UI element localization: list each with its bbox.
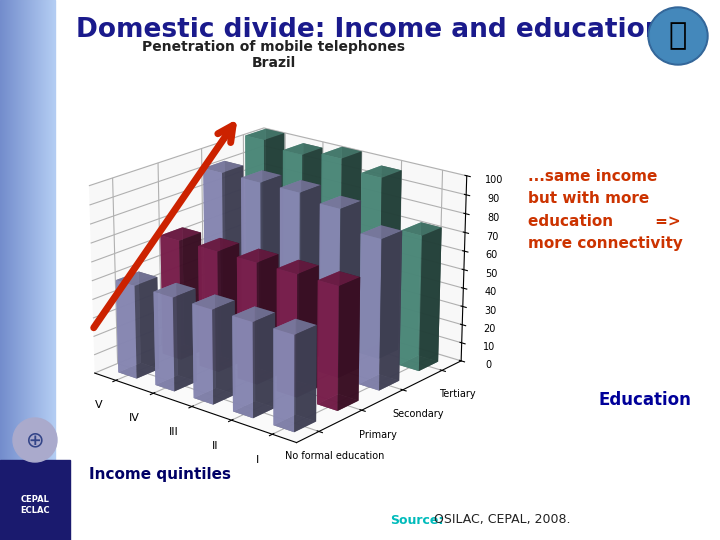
Title: Penetration of mobile telephones
Brazil: Penetration of mobile telephones Brazil	[142, 40, 405, 70]
Bar	[32, 0, 33, 540]
Bar	[41, 0, 42, 540]
Bar	[44, 0, 45, 540]
Bar	[30, 0, 31, 540]
Bar	[11, 0, 12, 540]
Text: Education: Education	[598, 391, 691, 409]
Bar	[34, 0, 35, 540]
Bar	[27, 0, 28, 540]
Bar	[16, 0, 17, 540]
Bar	[35, 0, 36, 540]
Bar	[52, 0, 53, 540]
Bar	[20, 0, 21, 540]
Ellipse shape	[648, 7, 708, 65]
Bar	[12, 0, 13, 540]
Bar	[26, 0, 27, 540]
Bar	[48, 0, 49, 540]
Text: OSILAC, CEPAL, 2008.: OSILAC, CEPAL, 2008.	[430, 514, 570, 526]
Bar	[49, 0, 50, 540]
Bar	[13, 0, 14, 540]
Bar	[19, 0, 20, 540]
Bar	[43, 0, 44, 540]
Bar	[9, 0, 10, 540]
Bar	[1, 0, 2, 540]
Bar	[10, 0, 11, 540]
Bar	[31, 0, 32, 540]
Bar	[0, 0, 1, 540]
Bar	[47, 0, 48, 540]
Bar	[45, 0, 46, 540]
Bar	[3, 0, 4, 540]
Bar	[53, 0, 54, 540]
Text: Domestic divide: Income and education: Domestic divide: Income and education	[76, 17, 664, 43]
Bar	[15, 0, 16, 540]
Text: CEPAL
ECLAC: CEPAL ECLAC	[20, 495, 50, 515]
Bar	[25, 0, 26, 540]
Text: Income quintiles: Income quintiles	[89, 468, 231, 483]
Bar	[4, 0, 5, 540]
Bar	[2, 0, 3, 540]
Bar	[28, 0, 29, 540]
Bar	[51, 0, 52, 540]
Bar	[6, 0, 7, 540]
Text: ...same income
but with more
education        =>
more connectivity: ...same income but with more education =…	[528, 169, 683, 251]
Bar	[38, 0, 39, 540]
Text: ⊕: ⊕	[26, 430, 45, 450]
Bar	[17, 0, 18, 540]
Text: Source:: Source:	[390, 514, 444, 526]
Bar	[29, 0, 30, 540]
Bar	[42, 0, 43, 540]
Bar	[18, 0, 19, 540]
Bar	[40, 0, 41, 540]
Bar	[36, 0, 37, 540]
Bar	[21, 0, 22, 540]
Bar	[14, 0, 15, 540]
Bar	[39, 0, 40, 540]
Bar	[7, 0, 8, 540]
Ellipse shape	[650, 9, 706, 63]
Bar	[46, 0, 47, 540]
Bar	[50, 0, 51, 540]
Bar	[0, 460, 70, 540]
Bar	[5, 0, 6, 540]
Bar	[54, 0, 55, 540]
Bar	[24, 0, 25, 540]
Bar	[23, 0, 24, 540]
Bar	[37, 0, 38, 540]
Bar	[22, 0, 23, 540]
Bar	[33, 0, 34, 540]
Circle shape	[13, 418, 57, 462]
Text: 🌐: 🌐	[669, 22, 687, 51]
Bar	[8, 0, 9, 540]
